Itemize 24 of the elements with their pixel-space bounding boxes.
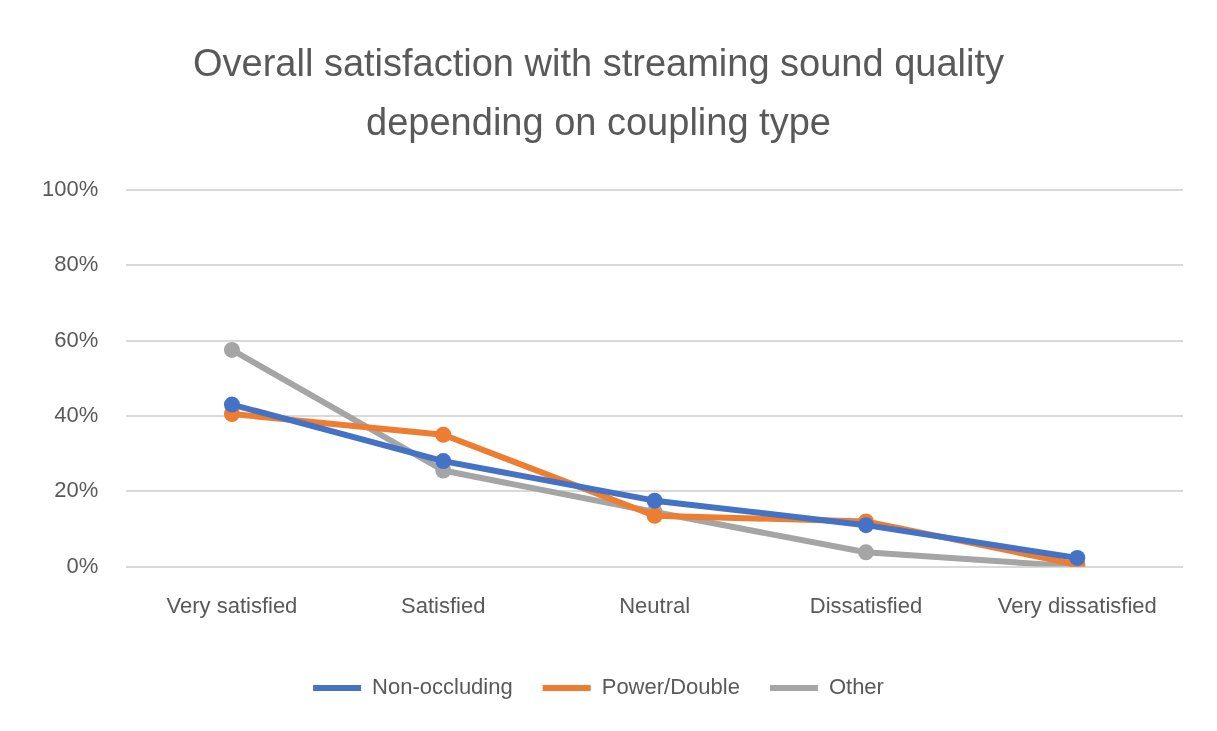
point (1069, 549, 1086, 566)
point (857, 544, 874, 561)
point (646, 492, 663, 509)
y-tick-label: 60% (54, 326, 99, 352)
point (646, 507, 663, 524)
x-tick-label: Satisfied (401, 592, 486, 618)
point (223, 396, 240, 413)
y-tick-label: 0% (66, 552, 99, 578)
x-tick-label: Very dissatisfied (997, 592, 1157, 618)
point (223, 341, 240, 358)
point (435, 426, 452, 443)
x-tick-label: Dissatisfied (809, 592, 923, 618)
y-tick-label: 40% (54, 401, 99, 427)
point (435, 453, 452, 470)
legend-label: Power/Double (601, 674, 740, 700)
y-tick-label: 20% (54, 477, 99, 503)
point (857, 517, 874, 534)
legend-label: Other (828, 674, 884, 700)
legend-label: Non-occluding (372, 674, 513, 700)
y-tick-label: 80% (54, 251, 99, 277)
x-tick-label: Neutral (619, 592, 691, 618)
y-tick-label: 100% (41, 175, 99, 201)
x-tick-label: Very satisfied (166, 592, 298, 618)
chart-title: Overall satisfaction with streaming sound quality depending on coupling type (192, 41, 1005, 143)
